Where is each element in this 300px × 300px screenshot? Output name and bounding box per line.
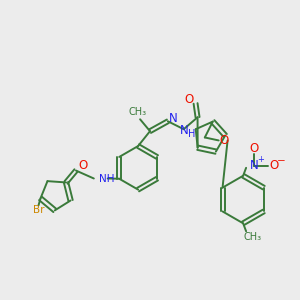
Text: N: N <box>180 124 189 137</box>
Text: O: O <box>219 134 228 147</box>
Text: O: O <box>78 159 88 172</box>
Text: O: O <box>269 159 278 172</box>
Text: Br: Br <box>33 205 44 215</box>
Text: O: O <box>184 93 193 106</box>
Text: O: O <box>249 142 259 154</box>
Text: CH₃: CH₃ <box>128 107 146 117</box>
Text: CH₃: CH₃ <box>244 232 262 242</box>
Text: −: − <box>276 156 285 166</box>
Text: N: N <box>250 159 258 172</box>
Text: H: H <box>188 129 195 139</box>
Text: NH: NH <box>99 175 114 184</box>
Text: N: N <box>168 112 177 125</box>
Text: +: + <box>257 155 264 164</box>
